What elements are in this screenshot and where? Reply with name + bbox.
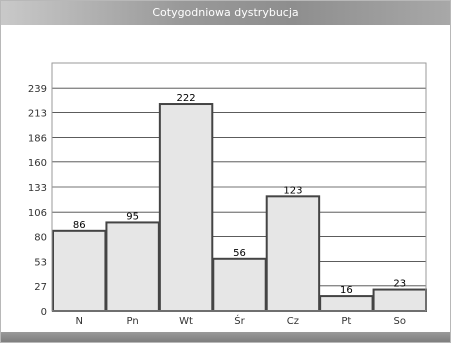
x-axis-ticks: N Pn Wt Śr Cz Pt So bbox=[75, 314, 406, 327]
y-tick-label: 239 bbox=[28, 84, 47, 95]
x-tick-label: Pt bbox=[341, 316, 351, 327]
value-label: 86 bbox=[73, 220, 86, 231]
y-axis-ticks: 0 27 53 80 106 133 160 186 213 239 bbox=[28, 84, 47, 318]
window-title: Cotygodniowa dystrybucja bbox=[1, 1, 450, 25]
y-tick-label: 0 bbox=[41, 307, 47, 318]
bar-4 bbox=[212, 257, 267, 312]
x-tick-label: Cz bbox=[287, 316, 299, 327]
y-tick-label: 53 bbox=[34, 258, 47, 269]
x-tick-label: Pn bbox=[127, 316, 139, 327]
value-label: 23 bbox=[393, 279, 406, 290]
x-tick-label: N bbox=[75, 316, 82, 327]
value-label: 95 bbox=[126, 211, 139, 222]
bar-5 bbox=[265, 195, 321, 312]
plot-area-frame bbox=[51, 62, 427, 312]
x-tick-label: So bbox=[394, 316, 406, 327]
y-tick-label: 106 bbox=[28, 208, 47, 219]
y-tick-label: 133 bbox=[28, 183, 47, 194]
bar-3 bbox=[158, 103, 214, 312]
value-labels: 86 95 222 56 123 16 23 bbox=[73, 93, 406, 296]
value-label: 56 bbox=[233, 248, 246, 259]
y-tick-label: 160 bbox=[28, 158, 47, 169]
x-tick-label: Śr bbox=[234, 314, 245, 327]
y-tick-label: 213 bbox=[28, 108, 47, 119]
y-tick-label: 80 bbox=[34, 232, 47, 243]
value-label: 222 bbox=[177, 93, 196, 104]
value-label: 123 bbox=[283, 185, 302, 196]
value-label: 16 bbox=[340, 285, 353, 296]
bar-7 bbox=[372, 288, 428, 313]
y-tick-label: 27 bbox=[34, 282, 47, 293]
bar-2 bbox=[105, 221, 160, 312]
window-bottom-bar bbox=[1, 332, 450, 342]
bars bbox=[52, 103, 428, 313]
bar-1 bbox=[52, 229, 107, 312]
x-tick-label: Wt bbox=[179, 316, 193, 327]
y-tick-label: 186 bbox=[28, 134, 47, 145]
bar-6 bbox=[319, 295, 374, 312]
